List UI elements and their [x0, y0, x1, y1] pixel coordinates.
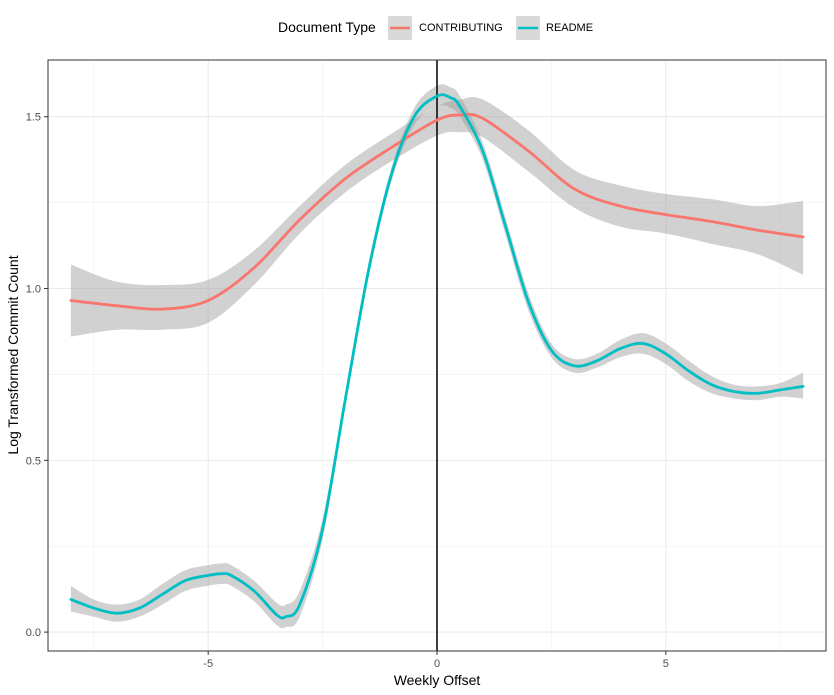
legend-label-readme: README — [546, 22, 593, 34]
x-axis-ticks: -5 0 5 — [203, 651, 669, 670]
y-tick-label-0: 0.0 — [26, 627, 41, 639]
plot-panel — [47, 59, 827, 652]
y-tick-label-2: 1.0 — [26, 283, 41, 295]
legend-label-contributing: CONTRIBUTING — [419, 22, 503, 34]
confidence-ribbons — [70, 84, 804, 629]
line-contributing — [69, 112, 805, 311]
y-tick-label-1: 0.5 — [26, 455, 41, 467]
y-tick-label-3: 1.5 — [26, 112, 41, 124]
series-lines — [69, 93, 805, 620]
line-readme — [69, 93, 805, 620]
x-tick-label-1: 0 — [434, 658, 440, 670]
legend-title: Document Type — [278, 19, 376, 35]
y-axis-ticks: 0.0 0.5 1.0 1.5 — [26, 112, 48, 639]
y-axis-title: Log Transformed Commit Count — [5, 255, 21, 454]
x-tick-label-0: -5 — [203, 658, 213, 670]
legend: Document Type CONTRIBUTING README — [278, 16, 593, 40]
ribbon-contributing — [70, 96, 804, 337]
x-axis-title: Weekly Offset — [394, 672, 481, 688]
x-tick-label-2: 5 — [663, 658, 669, 670]
ribbon-readme — [70, 84, 804, 629]
